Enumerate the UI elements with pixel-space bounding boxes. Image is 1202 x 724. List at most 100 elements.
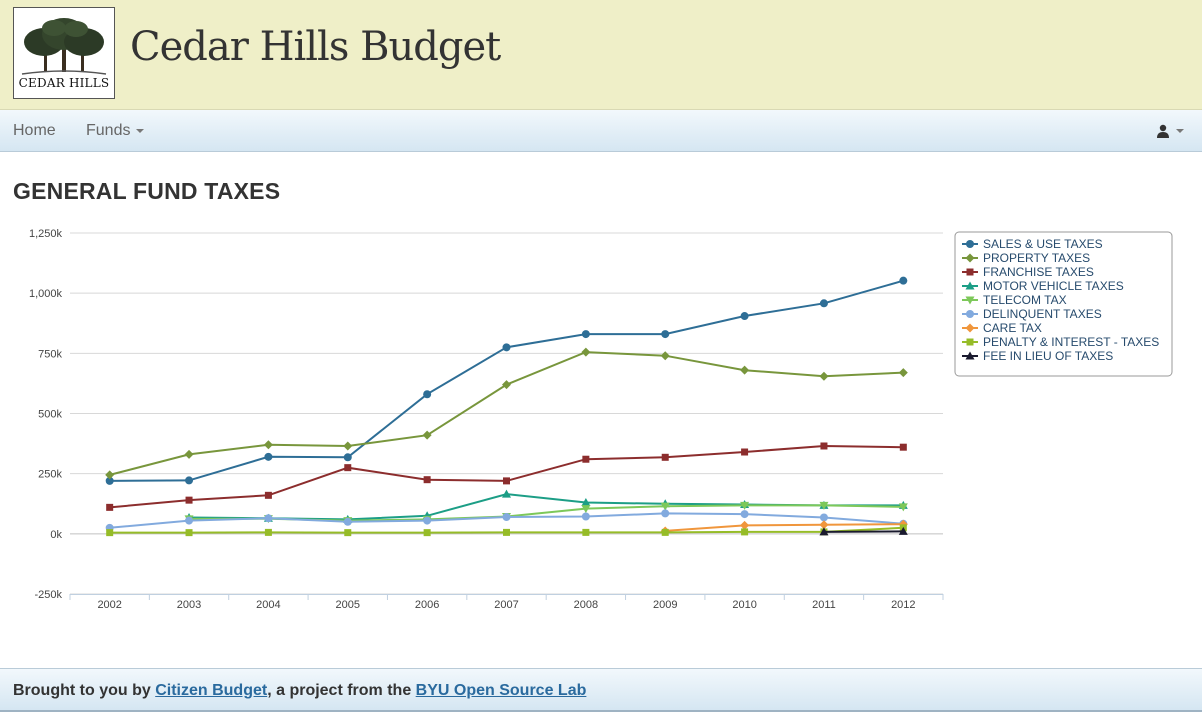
data-point xyxy=(106,529,114,537)
data-point xyxy=(582,528,590,536)
chevron-down-icon xyxy=(1176,128,1184,133)
x-tick-label: 2003 xyxy=(177,599,201,611)
data-point xyxy=(264,452,273,461)
x-tick-label: 2009 xyxy=(653,599,677,611)
data-point xyxy=(740,501,750,510)
legend-marker xyxy=(965,323,975,333)
data-point xyxy=(740,510,749,519)
citizen-budget-link[interactable]: Citizen Budget xyxy=(155,682,268,699)
legend-label: MOTOR VEHICLE TAXES xyxy=(983,279,1124,293)
nav-home-link[interactable]: Home xyxy=(13,122,56,139)
data-point xyxy=(819,527,829,536)
x-tick-label: 2004 xyxy=(256,599,280,611)
site-header: CEDAR HILLS Cedar Hills Budget xyxy=(0,0,1202,110)
y-tick-label: 750k xyxy=(38,348,62,360)
data-point xyxy=(819,520,829,530)
legend-label: DELINQUENT TAXES xyxy=(983,307,1102,321)
x-tick-label: 2005 xyxy=(336,599,360,611)
data-point xyxy=(660,502,670,511)
legend-label: PENALTY & INTEREST - TAXES xyxy=(983,335,1159,349)
data-point xyxy=(819,501,829,510)
series-2 xyxy=(106,442,907,511)
x-tick-label: 2010 xyxy=(732,599,756,611)
data-point xyxy=(660,351,670,361)
x-tick-label: 2007 xyxy=(494,599,518,611)
tree-icon xyxy=(21,18,107,75)
data-point xyxy=(661,509,670,518)
data-point xyxy=(820,442,828,450)
legend-marker xyxy=(966,268,974,276)
legend-label: PROPERTY TAXES xyxy=(983,251,1090,265)
cedar-hills-logo[interactable]: CEDAR HILLS xyxy=(13,7,115,99)
data-point xyxy=(661,528,669,536)
byu-osl-link[interactable]: BYU Open Source Lab xyxy=(415,682,587,699)
data-point xyxy=(898,503,908,512)
data-point xyxy=(263,440,273,450)
x-tick-label: 2006 xyxy=(415,599,439,611)
nav-funds-dropdown[interactable]: Funds xyxy=(86,122,145,140)
data-point xyxy=(264,514,273,523)
data-point xyxy=(105,476,114,485)
legend-marker xyxy=(966,310,974,318)
legend-marker xyxy=(965,296,975,305)
data-point xyxy=(185,496,193,504)
line-chart: -250k 0k 250k 500k 750k 1,000k 1,250k 2002 2003 2… xyxy=(0,215,1202,635)
nav-funds-label: Funds xyxy=(86,122,131,139)
data-point xyxy=(423,476,431,484)
data-point xyxy=(264,528,272,536)
data-point xyxy=(344,529,352,537)
data-point xyxy=(503,528,510,536)
data-point xyxy=(344,464,352,472)
legend-marker xyxy=(965,351,975,360)
data-point xyxy=(343,517,352,526)
data-point xyxy=(502,380,511,390)
data-point xyxy=(343,441,353,451)
data-point xyxy=(502,512,511,521)
legend-label: FRANCHISE TAXES xyxy=(983,265,1094,279)
chart-svg: -250k 0k 250k 500k 750k 1,000k 1,250k 2002 2003 2… xyxy=(29,228,1173,611)
y-tick-label: 1,000k xyxy=(29,288,63,300)
data-point xyxy=(741,528,749,536)
series-line xyxy=(109,444,904,509)
data-point xyxy=(185,476,194,485)
data-point xyxy=(502,343,511,352)
legend-marker xyxy=(966,240,974,248)
data-point xyxy=(581,347,591,357)
legend-label: SALES & USE TAXES xyxy=(983,237,1103,251)
y-tick-label: -250k xyxy=(34,589,62,601)
data-point xyxy=(740,365,750,375)
data-point xyxy=(581,505,591,514)
series-line xyxy=(665,523,904,532)
series-1 xyxy=(105,347,908,480)
data-point xyxy=(423,390,432,399)
data-point xyxy=(899,443,907,451)
legend-box xyxy=(954,231,1173,377)
chevron-down-icon xyxy=(136,128,145,133)
data-point xyxy=(819,299,828,308)
data-point xyxy=(423,516,432,525)
legend-marker xyxy=(965,281,975,290)
data-point xyxy=(502,489,511,498)
footer-middle: , a project from the xyxy=(267,682,416,699)
legend-label: CARE TAX xyxy=(983,321,1042,335)
site-title[interactable]: Cedar Hills Budget xyxy=(130,24,501,70)
user-icon xyxy=(1157,124,1169,138)
legend-label: FEE IN LIEU OF TAXES xyxy=(983,349,1113,363)
series-8 xyxy=(819,526,908,536)
data-point xyxy=(582,455,590,463)
data-point xyxy=(819,371,829,381)
data-point xyxy=(898,368,908,378)
user-menu-dropdown[interactable] xyxy=(1156,122,1184,140)
series-line xyxy=(823,530,904,533)
series-5 xyxy=(105,509,908,532)
y-tick-label: 0k xyxy=(50,529,62,541)
data-point xyxy=(185,516,194,525)
footer-prefix: Brought to you by xyxy=(13,682,156,699)
data-point xyxy=(184,449,194,459)
series-7 xyxy=(106,524,907,537)
data-point xyxy=(422,430,432,440)
legend-label: TELECOM TAX xyxy=(983,293,1067,307)
data-point xyxy=(264,491,272,499)
data-point xyxy=(343,453,352,462)
